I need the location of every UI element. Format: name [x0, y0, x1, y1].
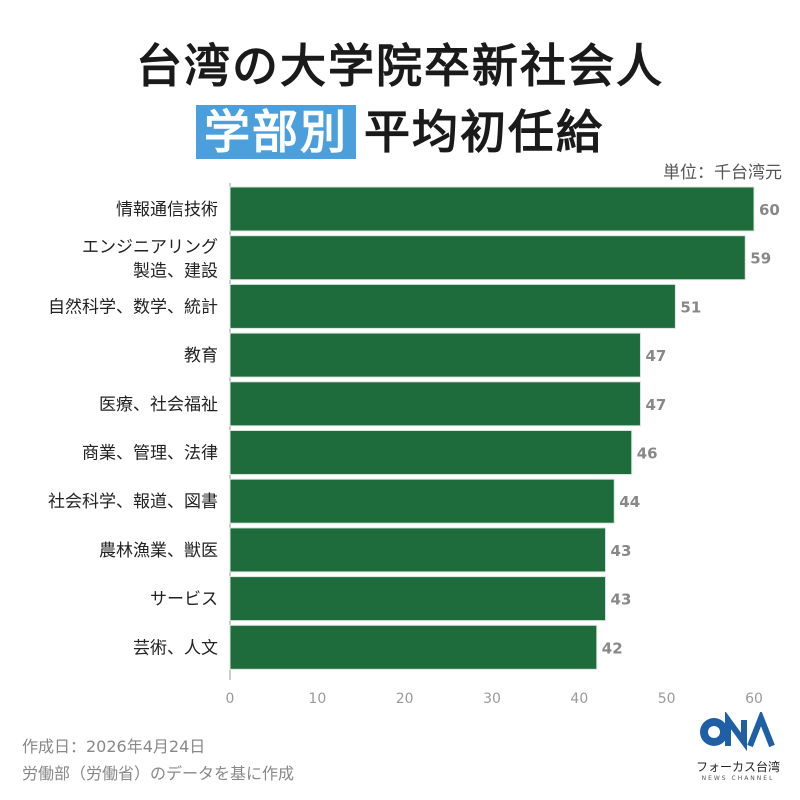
- chart-title-line1: 台湾の大学院卒新社会人: [136, 39, 664, 93]
- value-label-6: 44: [619, 493, 640, 511]
- bar-1: [229, 235, 746, 281]
- bar-4: [229, 381, 641, 427]
- bar-3: [229, 332, 641, 378]
- x-tick-label-5: 50: [658, 691, 676, 707]
- value-label-7: 43: [611, 542, 632, 560]
- category-label-9: 芸術、人文: [133, 638, 218, 658]
- value-label-4: 47: [645, 396, 666, 414]
- bar-9: [229, 624, 598, 670]
- x-tick-label-2: 20: [396, 691, 414, 707]
- cna-logo: フォーカス台湾 NEWS CHANNEL: [688, 709, 788, 782]
- category-label-4: 医療、社会福祉: [99, 395, 218, 415]
- x-tick-label-1: 10: [308, 691, 326, 707]
- cna-logo-mark: [700, 709, 775, 752]
- value-label-3: 47: [645, 347, 666, 365]
- category-label-3: 教育: [184, 346, 218, 366]
- chart-title-line2: 学部別 平均初任給: [0, 96, 800, 162]
- data-source: 労働部（労働省）のデータを基に作成: [22, 764, 295, 783]
- bar-6: [229, 478, 615, 524]
- value-label-8: 43: [611, 591, 632, 609]
- value-label-9: 42: [602, 639, 623, 657]
- value-label-0: 60: [759, 201, 780, 219]
- x-tick-label-3: 30: [483, 691, 501, 707]
- logo-subtitle: NEWS CHANNEL: [701, 775, 775, 782]
- logo-name: フォーカス台湾: [695, 760, 780, 774]
- creation-date: 作成日：2026年4月24日: [22, 737, 206, 756]
- category-label-5: 商業、管理、法律: [82, 444, 218, 464]
- bar-5: [229, 430, 633, 475]
- category-label-7: 農林漁業、獣医: [99, 541, 218, 561]
- title-highlight: 学部別: [196, 105, 356, 159]
- x-tick-label-4: 40: [570, 691, 588, 707]
- value-label-5: 46: [637, 445, 658, 463]
- category-label-2: 自然科学、数学、統計: [48, 297, 218, 317]
- bar-7: [229, 527, 607, 573]
- value-label-2: 51: [680, 298, 701, 316]
- unit-label: 単位：千台湾元: [663, 163, 782, 183]
- x-tick-label-6: 60: [745, 691, 763, 707]
- category-label-1: エンジニアリング製造、建設: [82, 238, 218, 282]
- x-tick-label-0: 0: [226, 691, 235, 707]
- bar-8: [229, 576, 607, 622]
- category-label-6: 社会科学、報道、図書: [48, 492, 218, 512]
- bar-2: [229, 283, 676, 329]
- title-rest: 平均初任給: [364, 105, 604, 159]
- category-label-8: サービス: [150, 590, 218, 610]
- value-label-1: 59: [750, 250, 771, 268]
- bar-0: [229, 186, 755, 232]
- category-label-0: 情報通信技術: [116, 200, 218, 220]
